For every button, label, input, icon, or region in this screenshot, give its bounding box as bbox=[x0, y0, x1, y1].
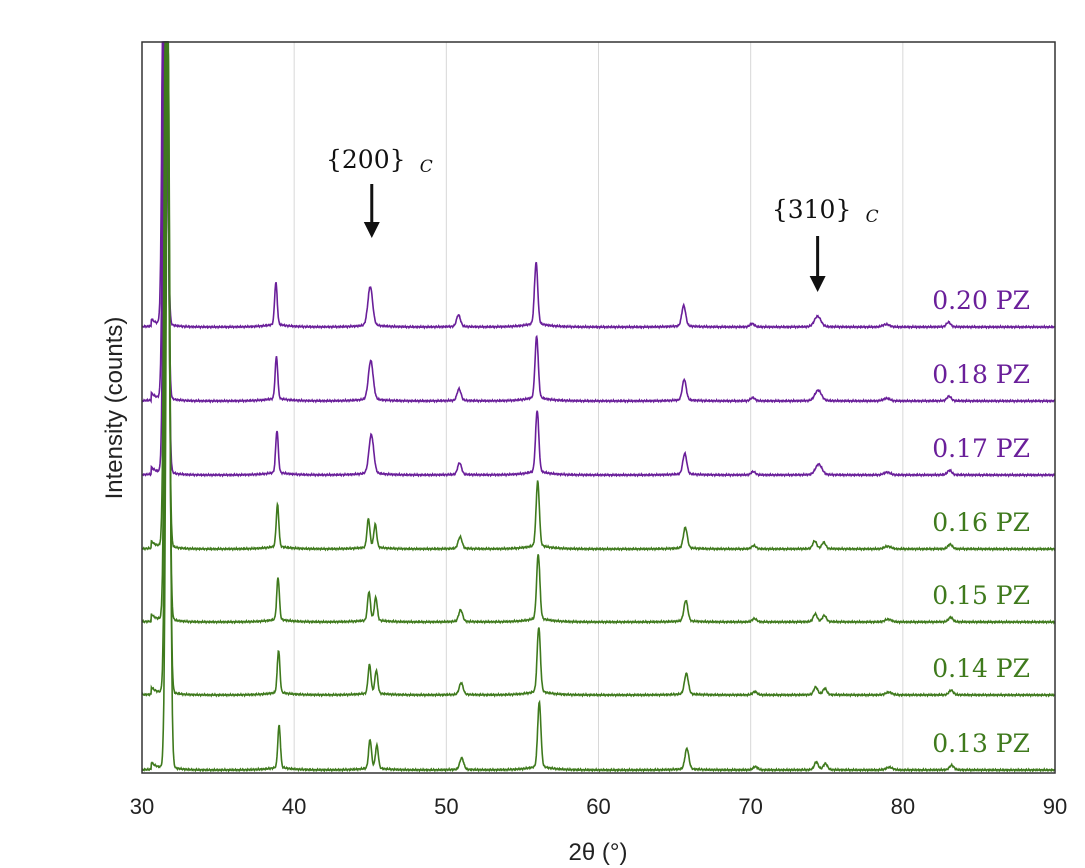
x-axis-label: 2θ (°) bbox=[569, 839, 628, 866]
series-line-014-PZ bbox=[141, 41, 1056, 698]
series-line-017-PZ bbox=[141, 41, 1056, 478]
x-tick-label: 50 bbox=[434, 794, 458, 819]
x-tick-label: 80 bbox=[891, 794, 915, 819]
series-line-015-PZ bbox=[142, 41, 1056, 625]
series-line-013-PZ bbox=[142, 47, 1056, 773]
x-tick-label: 70 bbox=[738, 794, 762, 819]
series-label: 0.16 PZ bbox=[932, 508, 1030, 537]
plot-frame bbox=[141, 41, 1056, 774]
series-line-020-PZ bbox=[141, 41, 1056, 330]
x-tick-label: 30 bbox=[130, 794, 154, 819]
series-traces bbox=[141, 41, 1056, 773]
x-tick-label: 60 bbox=[586, 794, 610, 819]
series-label: 0.17 PZ bbox=[932, 434, 1030, 463]
series-line-016-PZ bbox=[142, 41, 1056, 552]
annotation-arrow-head bbox=[809, 276, 826, 292]
y-axis-label: Intensity (counts) bbox=[101, 317, 128, 500]
annotation-subscript: C bbox=[866, 207, 879, 227]
x-tick-label: 90 bbox=[1043, 794, 1067, 819]
series-label: 0.20 PZ bbox=[932, 286, 1030, 315]
annotation-label: {310} bbox=[772, 195, 852, 224]
series-label: 0.14 PZ bbox=[932, 654, 1030, 683]
grid-lines bbox=[293, 42, 904, 773]
series-label: 0.18 PZ bbox=[932, 360, 1030, 389]
annotation-subscript: C bbox=[420, 157, 433, 177]
x-tick-label: 40 bbox=[282, 794, 306, 819]
series-label: 0.15 PZ bbox=[932, 581, 1030, 610]
series-label: 0.13 PZ bbox=[932, 729, 1030, 758]
peak-annotations: {200} C {310} C bbox=[326, 145, 879, 292]
series-labels: 0.20 PZ 0.18 PZ 0.17 PZ 0.16 PZ 0.15 PZ 0.14 … bbox=[932, 286, 1030, 758]
annotation-arrow-head bbox=[363, 222, 380, 238]
x-tick-labels: 30 40 50 60 70 80 90 bbox=[130, 794, 1067, 819]
series-line-018-PZ bbox=[141, 41, 1056, 404]
annotation-label: {200} bbox=[326, 145, 406, 174]
